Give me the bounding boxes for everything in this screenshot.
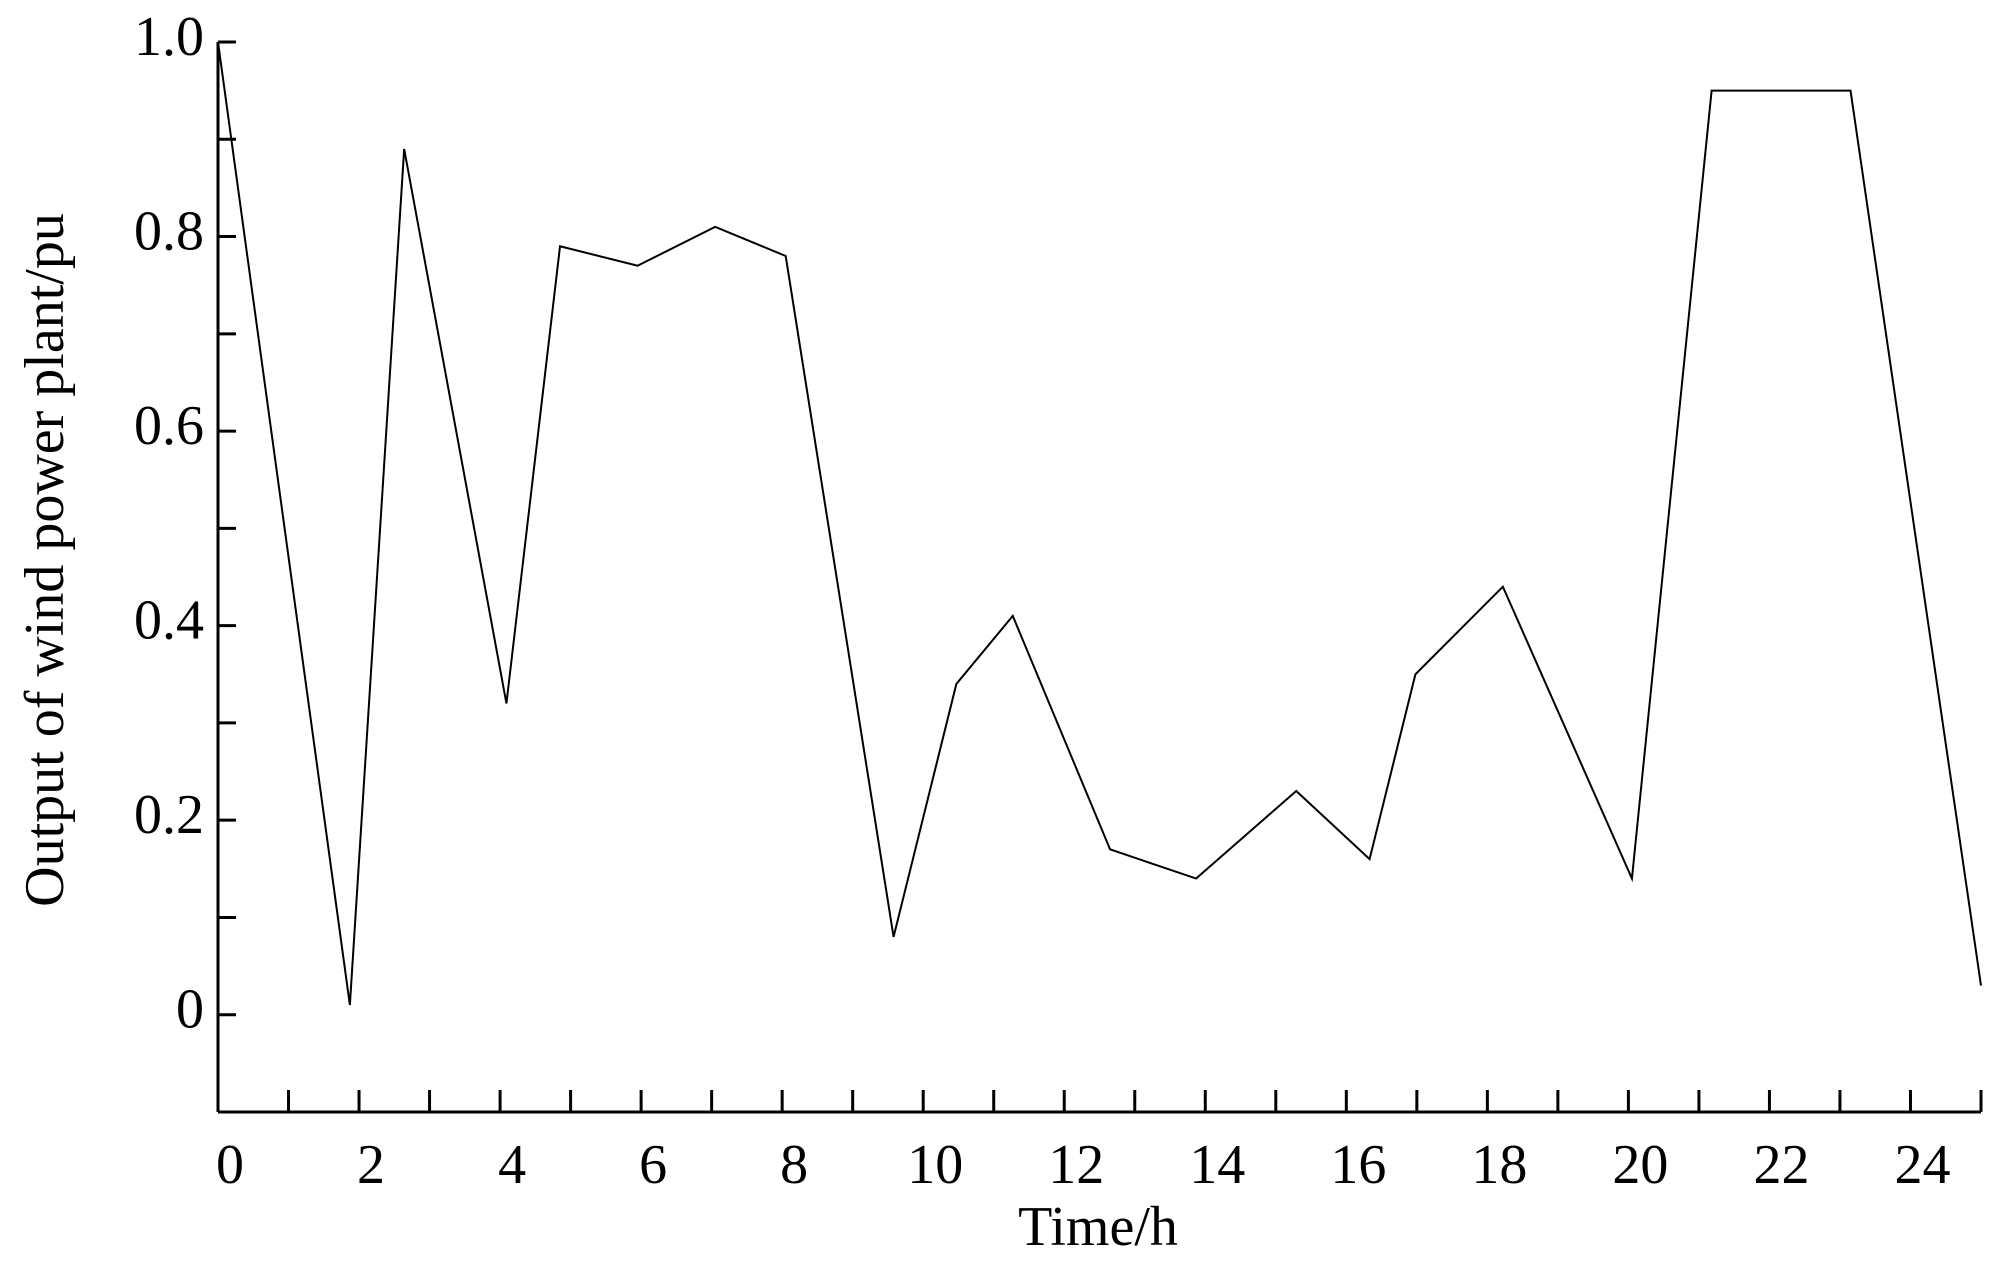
x-tick-label: 24 (1894, 1134, 1950, 1196)
x-axis-label: Time/h (1018, 1196, 1178, 1258)
y-tick-label: 0.6 (134, 395, 204, 457)
y-axis-label: Output of wind power plant/pu (14, 213, 76, 907)
x-tick-label: 8 (780, 1134, 808, 1196)
y-tick-label: 1.0 (134, 6, 204, 68)
data-line (217, 41, 1982, 1006)
y-tick-label: 0.8 (134, 200, 204, 262)
x-tick-label: 20 (1612, 1134, 1668, 1196)
y-tick-label: 0.2 (134, 784, 204, 846)
x-tick-label: 18 (1471, 1134, 1527, 1196)
x-tick-label: 6 (639, 1134, 667, 1196)
x-tick-label: 16 (1330, 1134, 1386, 1196)
y-tick-label: 0 (176, 979, 204, 1041)
y-tick-label: 0.4 (134, 589, 204, 651)
x-tick-label: 22 (1753, 1134, 1809, 1196)
x-tick-label: 12 (1048, 1134, 1104, 1196)
x-tick-label: 10 (907, 1134, 963, 1196)
x-tick-label: 4 (498, 1134, 526, 1196)
x-tick-label: 2 (357, 1134, 385, 1196)
x-tick-label: 0 (216, 1134, 244, 1196)
x-tick-label: 14 (1189, 1134, 1245, 1196)
